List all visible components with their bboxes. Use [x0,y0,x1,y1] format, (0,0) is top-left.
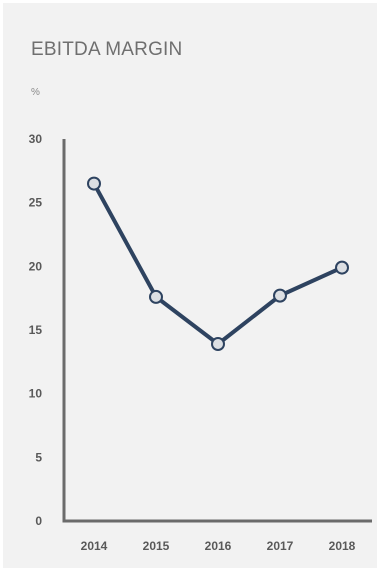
data-point [211,337,225,352]
y-tick-label: 15 [29,323,43,337]
x-tick-label: 2014 [81,539,108,553]
x-tick-label: 2017 [267,539,294,553]
x-tick-label: 2018 [329,539,356,553]
x-axis-ticks: 2014 2015 2016 2017 2018 [81,539,356,553]
y-tick-label: 10 [29,387,43,401]
x-tick-label: 2016 [205,539,232,553]
series-line [92,182,343,347]
chart-title: EBITDA MARGIN [31,39,183,60]
data-point [149,289,163,304]
data-point [335,260,349,275]
x-tick-label: 2015 [143,539,170,553]
y-tick-label: 0 [35,514,42,528]
y-tick-label: 25 [29,196,43,210]
y-tick-label: 5 [35,450,42,464]
data-points [87,176,349,352]
y-tick-label: 30 [29,132,43,146]
y-tick-label: 20 [29,259,43,273]
data-point [273,288,287,303]
y-unit-label: % [31,87,40,98]
y-axis-ticks: 0 5 10 15 20 25 30 [29,132,43,528]
data-point [87,176,101,191]
